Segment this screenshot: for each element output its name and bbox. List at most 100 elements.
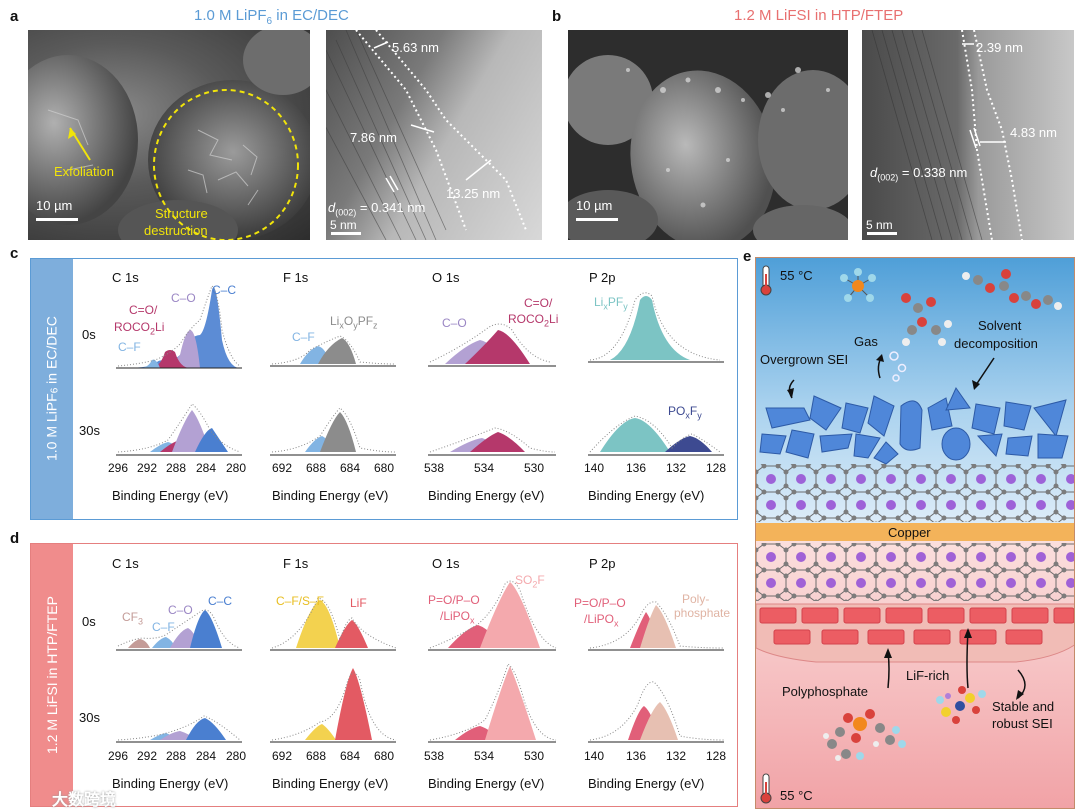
d-tick: 534 bbox=[474, 749, 495, 763]
tem-image-a-drawing bbox=[326, 30, 527, 240]
peak-coroco bbox=[150, 350, 190, 368]
stable-label-2: robust SEI bbox=[992, 716, 1053, 731]
label-sub: 3 bbox=[138, 616, 144, 627]
panel-a-title-sub: 6 bbox=[266, 16, 273, 27]
d-spectrum-title-f1s: F 1s bbox=[283, 556, 309, 571]
polyphosphate-label: Polyphosphate bbox=[782, 684, 869, 699]
c-tick: 128 bbox=[706, 461, 727, 475]
envelope bbox=[589, 681, 725, 741]
c-tick: 530 bbox=[524, 461, 545, 475]
peak-cc bbox=[195, 428, 228, 452]
c-tick: 140 bbox=[584, 461, 605, 475]
peak-so2f bbox=[485, 666, 536, 740]
peak-cf bbox=[140, 359, 160, 368]
c-tick: 680 bbox=[374, 461, 395, 475]
d-f1s-0s bbox=[271, 597, 397, 649]
label-part: SO bbox=[515, 573, 533, 587]
graphite-lattice bbox=[756, 464, 1074, 522]
peak-cc bbox=[190, 610, 222, 648]
gas-label: Gas bbox=[854, 334, 878, 349]
tem-image-b: 2.39 nm 4.83 nm d(002) = 0.338 nm 5 nm bbox=[862, 30, 1074, 240]
label-sub: 2 bbox=[150, 326, 156, 337]
thermometer-icon bbox=[760, 265, 772, 296]
scale-bar-label: 5 nm bbox=[330, 218, 357, 232]
gas-bubbles-icon bbox=[889, 351, 907, 382]
peak-so2f bbox=[480, 582, 540, 648]
solvent-molecule-icon bbox=[901, 293, 952, 346]
c-x-title: Binding Energy (eV) bbox=[428, 488, 545, 503]
label-part: C=O/ bbox=[129, 303, 158, 317]
d-tick: 530 bbox=[524, 749, 545, 763]
label-co: C–O bbox=[168, 603, 193, 617]
d-p2p-0s bbox=[589, 601, 725, 649]
d-c1s-30s bbox=[117, 715, 241, 741]
d-f1s-30s bbox=[271, 668, 397, 741]
c-x-title: Binding Energy (eV) bbox=[588, 488, 705, 503]
label-part: F bbox=[689, 404, 698, 418]
peak-cfsf bbox=[296, 600, 340, 648]
tem-image-a: 5.63 nm 7.86 nm 13.25 nm d(002) = 0.341 … bbox=[326, 30, 542, 240]
peak-lixoypfz bbox=[320, 412, 356, 452]
label-sub: y bbox=[697, 410, 702, 421]
label-sub: x bbox=[603, 301, 608, 312]
d-x-title: Binding Energy (eV) bbox=[272, 776, 389, 791]
panel-a-title-suffix: in EC/DEC bbox=[272, 7, 349, 24]
label-part: ROCO bbox=[508, 312, 544, 326]
envelope bbox=[589, 415, 721, 453]
d-tick: 140 bbox=[584, 749, 605, 763]
c-x-title: Binding Energy (eV) bbox=[272, 488, 389, 503]
peak-cf3 bbox=[128, 639, 150, 648]
c-spectrum-title-p2p: P 2p bbox=[589, 270, 616, 285]
label-cc: C–C bbox=[212, 283, 237, 297]
label-lixpfy: LixPFy bbox=[594, 295, 628, 311]
d-tick: 296 bbox=[108, 749, 129, 763]
peak-cc bbox=[118, 287, 240, 368]
label-cf-f1s: C–F bbox=[292, 330, 315, 344]
label-so2f: SO2F bbox=[515, 573, 545, 589]
arrow-icon bbox=[964, 628, 972, 638]
label-lipox: /LiPOx bbox=[440, 609, 475, 625]
panel-b-title: 1.2 M LiFSI in HTP/FTEP bbox=[734, 7, 904, 24]
label-sub: x bbox=[685, 410, 690, 421]
peak-co bbox=[150, 330, 200, 368]
panel-e-schematic bbox=[756, 258, 1074, 808]
htp-molecule-icon bbox=[823, 709, 906, 761]
arrow-icon bbox=[1016, 690, 1024, 700]
envelope bbox=[589, 292, 721, 361]
label-co: C–O bbox=[171, 291, 196, 305]
row-label-0s: 0s bbox=[82, 327, 96, 342]
d-tick: 136 bbox=[626, 749, 647, 763]
peak-cc bbox=[186, 718, 226, 740]
c-f1s-0s bbox=[271, 335, 396, 365]
label-part: Li bbox=[155, 320, 165, 334]
annot-structure: Structure bbox=[155, 206, 208, 221]
tem-thickness-3: 13.25 nm bbox=[446, 186, 501, 201]
sei-fragments bbox=[759, 386, 1069, 465]
tem-thickness-1: 5.63 nm bbox=[392, 40, 439, 55]
label-pop: P=O/P–O bbox=[428, 593, 480, 607]
c-tick: 280 bbox=[226, 461, 247, 475]
c-tick: 292 bbox=[137, 461, 158, 475]
tem-image-b-drawing bbox=[867, 30, 1023, 240]
label-sub: x bbox=[339, 320, 344, 331]
label-phosphate: phosphate bbox=[674, 606, 731, 620]
copper-label: Copper bbox=[888, 525, 931, 540]
label-part: PF bbox=[357, 314, 374, 328]
panel-e-label: e bbox=[743, 248, 752, 265]
label-cf: C–F bbox=[152, 620, 175, 634]
envelope bbox=[271, 597, 397, 649]
d-p2p-30s bbox=[589, 681, 725, 741]
peak-coroco bbox=[470, 432, 525, 452]
label-pop: P=O/P–O bbox=[574, 596, 626, 610]
label-sub: y bbox=[353, 320, 358, 331]
label-part: Li bbox=[594, 295, 604, 309]
label-sub: x bbox=[470, 615, 475, 626]
label-cc: C–C bbox=[208, 594, 233, 608]
panel-a-label: a bbox=[10, 8, 19, 25]
d-x-title: Binding Energy (eV) bbox=[428, 776, 545, 791]
d-symbol: d bbox=[870, 165, 878, 180]
label-polyp: Poly- bbox=[682, 592, 710, 606]
label-part: /LiPO bbox=[440, 609, 471, 623]
panel-c-label: c bbox=[10, 245, 19, 262]
label-part: Li bbox=[549, 312, 559, 326]
